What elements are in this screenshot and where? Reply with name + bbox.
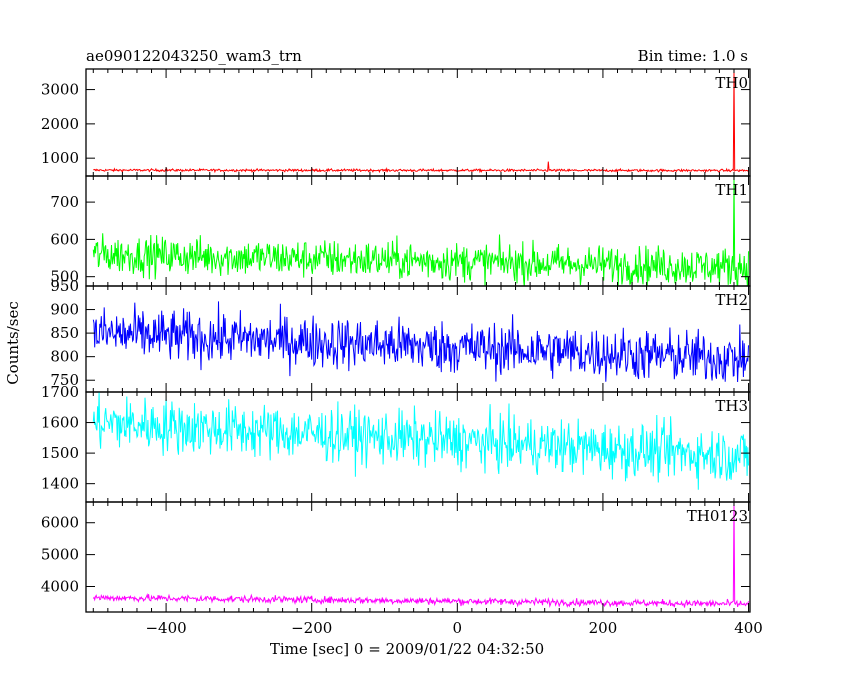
y-tick-label: 850 bbox=[50, 324, 79, 342]
y-tick-label: 1600 bbox=[41, 414, 79, 432]
panel-label-th1: TH1 bbox=[715, 181, 748, 199]
y-tick-label: 1500 bbox=[41, 444, 79, 462]
panel-th3: 1400 1500 1600 1700 TH3 bbox=[41, 383, 751, 503]
y-tick-label: 1700 bbox=[41, 383, 79, 401]
panel-label-th0: TH0 bbox=[715, 74, 748, 92]
x-tick-label: −400 bbox=[145, 619, 186, 637]
series-line-th2 bbox=[92, 301, 749, 383]
panel-th1: 500 600 700 TH1 bbox=[50, 175, 751, 287]
y-tick-label: 500 bbox=[50, 268, 79, 286]
y-tick-label: 1000 bbox=[41, 149, 79, 167]
y-tick-label: 6000 bbox=[41, 514, 79, 532]
panel-label-th3: TH3 bbox=[715, 397, 748, 415]
panel-frame bbox=[85, 68, 751, 177]
series-line-th0 bbox=[93, 69, 749, 174]
panel-th0: 1000 2000 3000 TH0 bbox=[41, 68, 751, 177]
y-tick-label: 750 bbox=[50, 371, 79, 389]
y-tick-label: 5000 bbox=[41, 546, 79, 564]
y-tick-label: 600 bbox=[50, 230, 79, 248]
y-tick-label: 3000 bbox=[41, 81, 79, 99]
y-tick-label: 1400 bbox=[41, 475, 79, 493]
series-line-th1 bbox=[92, 176, 749, 286]
panel-label-th0123: TH0123 bbox=[687, 507, 748, 525]
panel-label-th2: TH2 bbox=[715, 291, 748, 309]
chart-title: ae090122043250_wam3_trn bbox=[86, 47, 302, 65]
series-line-th0123 bbox=[92, 502, 749, 609]
bin-time-label: Bin time: 1.0 s bbox=[638, 47, 748, 65]
panel-th0123: 4000 5000 6000 TH0123 bbox=[41, 501, 751, 613]
y-tick-label: 900 bbox=[50, 301, 79, 319]
panel-th2: 750 800 850 900 950 TH2 bbox=[50, 277, 751, 393]
x-tick-label: 0 bbox=[453, 619, 463, 637]
y-tick-label: 800 bbox=[50, 348, 79, 366]
panel-frame bbox=[85, 285, 751, 393]
series-line-th3 bbox=[92, 392, 749, 490]
y-axis-title: Counts/sec bbox=[4, 301, 22, 385]
x-tick-label: 400 bbox=[734, 619, 763, 637]
x-axis-title: Time [sec] 0 = 2009/01/22 04:32:50 bbox=[270, 640, 544, 658]
y-tick-label: 2000 bbox=[41, 115, 79, 133]
panel-frame bbox=[85, 501, 751, 613]
x-tick-label: −200 bbox=[291, 619, 332, 637]
y-tick-label: 700 bbox=[50, 193, 79, 211]
x-tick-label: 200 bbox=[589, 619, 618, 637]
y-tick-label: 950 bbox=[50, 277, 79, 295]
y-tick-label: 4000 bbox=[41, 577, 79, 595]
